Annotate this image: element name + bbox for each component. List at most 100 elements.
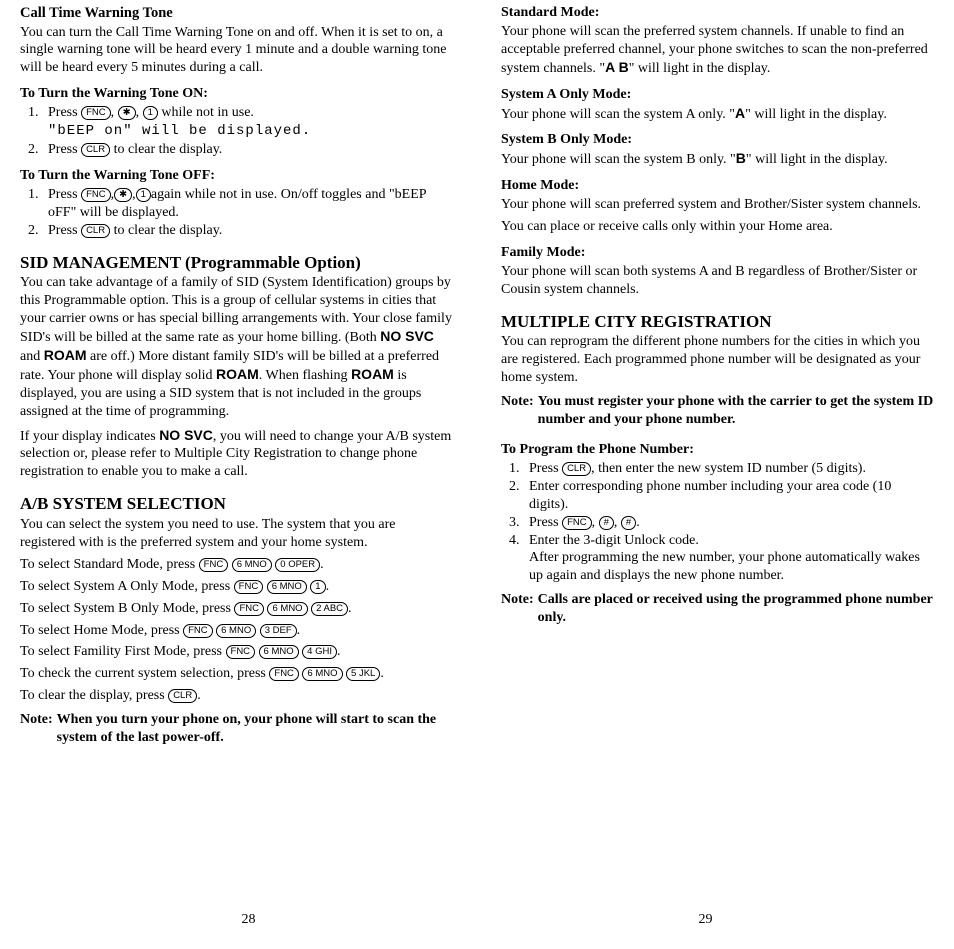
note-body: When you turn your phone on, your phone … <box>57 711 453 747</box>
list-item: Press FNC, ✱, 1 while not in use. "bEEP … <box>42 104 453 141</box>
key-star-icon: ✱ <box>114 188 132 202</box>
key-six-icon: 6 MNO <box>302 667 342 681</box>
text: " will light in the display. <box>745 107 887 122</box>
heading-family: Family Mode: <box>501 244 934 262</box>
note-label: Note: <box>20 711 53 747</box>
text: To select System B Only Mode, press <box>20 601 234 616</box>
heading-standard: Standard Mode: <box>501 4 934 22</box>
text: to clear the display. <box>110 142 222 157</box>
note-label: Note: <box>501 393 534 429</box>
text: Press <box>48 187 81 202</box>
text: To select Standard Mode, press <box>20 557 199 572</box>
heading-ab: A/B SYSTEM SELECTION <box>20 493 453 515</box>
key-fnc-icon: FNC <box>234 580 264 594</box>
para-home2: You can place or receive calls only with… <box>501 218 934 236</box>
para-standard: Your phone will scan the preferred syste… <box>501 23 934 78</box>
text: Press <box>48 223 81 238</box>
key-six-icon: 6 MNO <box>216 624 256 638</box>
text-ab: A B <box>605 59 629 75</box>
heading-sysa: System A Only Mode: <box>501 86 934 104</box>
heading-home: Home Mode: <box>501 177 934 195</box>
text: " will light in the display. <box>746 152 888 167</box>
key-zero-icon: 0 OPER <box>275 558 320 572</box>
key-six-icon: 6 MNO <box>267 602 307 616</box>
page-number-left: 28 <box>26 912 471 928</box>
text: Your phone will scan the system B only. … <box>501 152 736 167</box>
list-item: Press FNC, #, #. <box>523 514 934 532</box>
sel-a: To select System A Only Mode, press FNC … <box>20 578 453 596</box>
key-six-icon: 6 MNO <box>232 558 272 572</box>
text: . When flashing <box>259 368 351 383</box>
text: and <box>20 349 44 364</box>
note-register: Note: You must register your phone with … <box>501 393 934 429</box>
lcd-text: "bEEP on" will be displayed. <box>48 123 311 139</box>
key-fnc-icon: FNC <box>81 188 111 202</box>
list-item: Enter corresponding phone number includi… <box>523 478 934 514</box>
key-one-icon: 1 <box>136 188 151 202</box>
key-fnc-icon: FNC <box>183 624 213 638</box>
key-six-icon: 6 MNO <box>267 580 307 594</box>
text: Your phone will scan the system A only. … <box>501 107 735 122</box>
text: Press <box>529 461 562 476</box>
key-fnc-icon: FNC <box>199 558 229 572</box>
key-one-icon: 1 <box>143 106 158 120</box>
note-body: Calls are placed or received using the p… <box>538 591 934 627</box>
text: Press <box>48 142 81 157</box>
heading-program: To Program the Phone Number: <box>501 441 934 459</box>
para-sid: You can take advantage of a family of SI… <box>20 274 453 420</box>
text-roam: ROAM <box>351 366 394 382</box>
text-nosvc: NO SVC <box>380 328 434 344</box>
text: , then enter the new system ID number (5… <box>591 461 866 476</box>
sel-family: To select Famility First Mode, press FNC… <box>20 643 453 661</box>
para-ab: You can select the system you need to us… <box>20 516 453 552</box>
text: To select Famility First Mode, press <box>20 644 226 659</box>
note-body: You must register your phone with the ca… <box>538 393 934 429</box>
list-item: Press FNC,✱,1again while not in use. On/… <box>42 186 453 222</box>
text-roam: ROAM <box>216 366 259 382</box>
key-clr-icon: CLR <box>562 462 591 476</box>
text: Press <box>529 515 562 530</box>
text: while not in use. <box>158 105 254 120</box>
para-home1: Your phone will scan preferred system an… <box>501 196 934 214</box>
list-item: Press CLR, then enter the new system ID … <box>523 460 934 478</box>
right-column: Standard Mode: Your phone will scan the … <box>501 4 934 904</box>
text: to clear the display. <box>110 223 222 238</box>
key-five-icon: 5 JKL <box>346 667 380 681</box>
page-numbers: 28 29 <box>20 912 934 928</box>
sel-home: To select Home Mode, press FNC 6 MNO 3 D… <box>20 622 453 640</box>
heading-sid: SID MANAGEMENT (Programmable Option) <box>20 252 453 274</box>
key-fnc-icon: FNC <box>226 645 256 659</box>
left-column: Call Time Warning Tone You can turn the … <box>20 4 453 904</box>
key-two-icon: 2 ABC <box>311 602 348 616</box>
text: To clear the display, press <box>20 688 168 703</box>
text: To select Home Mode, press <box>20 623 183 638</box>
text-b: B <box>736 150 746 166</box>
para-sid2: If your display indicates NO SVC, you wi… <box>20 427 453 482</box>
para-sysa: Your phone will scan the system A only. … <box>501 105 934 124</box>
list-program: Press CLR, then enter the new system ID … <box>501 460 934 585</box>
text-a: A <box>735 105 745 121</box>
text: After programming the new number, your p… <box>529 550 920 583</box>
text: To select System A Only Mode, press <box>20 579 234 594</box>
text-roam: ROAM <box>44 347 87 363</box>
list-tone-off: Press FNC,✱,1again while not in use. On/… <box>20 186 453 240</box>
note-calls: Note: Calls are placed or received using… <box>501 591 934 627</box>
heading-mcr: MULTIPLE CITY REGISTRATION <box>501 311 934 333</box>
key-hash-icon: # <box>599 516 614 530</box>
text: To check the current system selection, p… <box>20 666 269 681</box>
list-tone-on: Press FNC, ✱, 1 while not in use. "bEEP … <box>20 104 453 159</box>
key-fnc-icon: FNC <box>269 667 299 681</box>
key-fnc-icon: FNC <box>234 602 264 616</box>
note-left: Note: When you turn your phone on, your … <box>20 711 453 747</box>
key-star-icon: ✱ <box>118 106 136 120</box>
para-ctw: You can turn the Call Time Warning Tone … <box>20 24 453 78</box>
list-item: Press CLR to clear the display. <box>42 222 453 240</box>
para-family: Your phone will scan both systems A and … <box>501 263 934 299</box>
key-three-icon: 3 DEF <box>260 624 297 638</box>
heading-sysb: System B Only Mode: <box>501 131 934 149</box>
heading-tone-on: To Turn the Warning Tone ON: <box>20 85 453 103</box>
key-fnc-icon: FNC <box>81 106 111 120</box>
key-four-icon: 4 GHI <box>302 645 337 659</box>
key-six-icon: 6 MNO <box>259 645 299 659</box>
key-clr-icon: CLR <box>81 143 110 157</box>
